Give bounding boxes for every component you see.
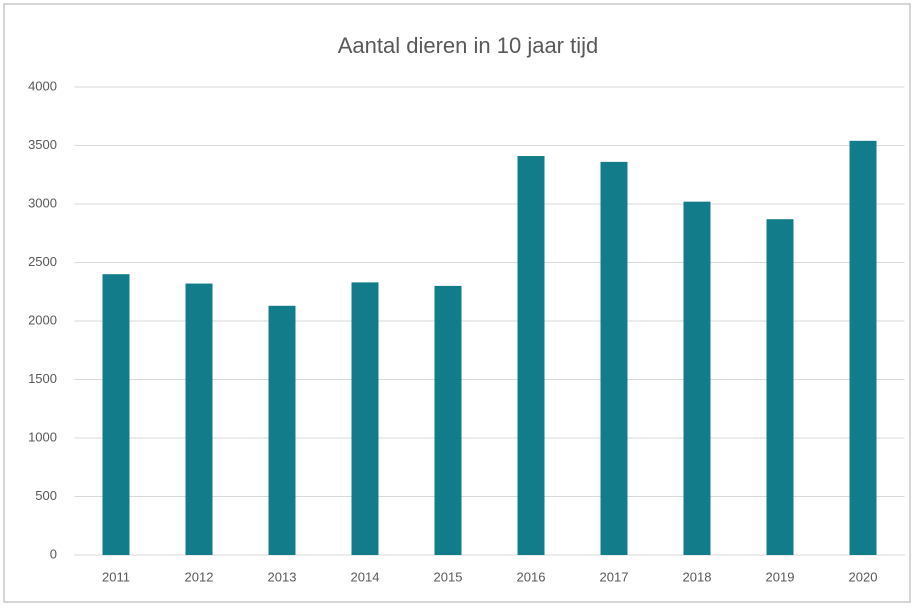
bar	[600, 161, 628, 555]
y-tick-label: 1000	[28, 429, 57, 444]
y-tick-label: 500	[35, 488, 57, 503]
x-tick-label: 2014	[351, 569, 380, 584]
x-tick-label: 2016	[517, 569, 546, 584]
bar	[517, 156, 545, 555]
bar	[102, 274, 130, 555]
x-tick-label: 2018	[683, 569, 712, 584]
chart-title: Aantal dieren in 10 jaar tijd	[338, 33, 599, 58]
x-tick-label: 2012	[185, 569, 214, 584]
y-tick-label: 2000	[28, 312, 57, 327]
y-tick-label: 2500	[28, 254, 57, 269]
x-tick-label: 2013	[268, 569, 297, 584]
y-tick-label: 4000	[28, 78, 57, 93]
y-tick-label: 3500	[28, 137, 57, 152]
x-tick-label: 2020	[849, 569, 878, 584]
bar	[849, 140, 877, 555]
y-tick-label: 3000	[28, 195, 57, 210]
x-tick-label: 2019	[766, 569, 795, 584]
bar	[268, 305, 296, 555]
bar	[351, 282, 379, 555]
x-tick-label: 2015	[434, 569, 463, 584]
bar	[766, 219, 794, 555]
bar	[185, 283, 213, 555]
y-tick-label: 0	[50, 546, 57, 561]
x-tick-label: 2017	[600, 569, 629, 584]
y-tick-label: 1500	[28, 371, 57, 386]
bar	[434, 285, 462, 555]
x-tick-label: 2011	[102, 569, 130, 584]
bar	[683, 201, 711, 555]
